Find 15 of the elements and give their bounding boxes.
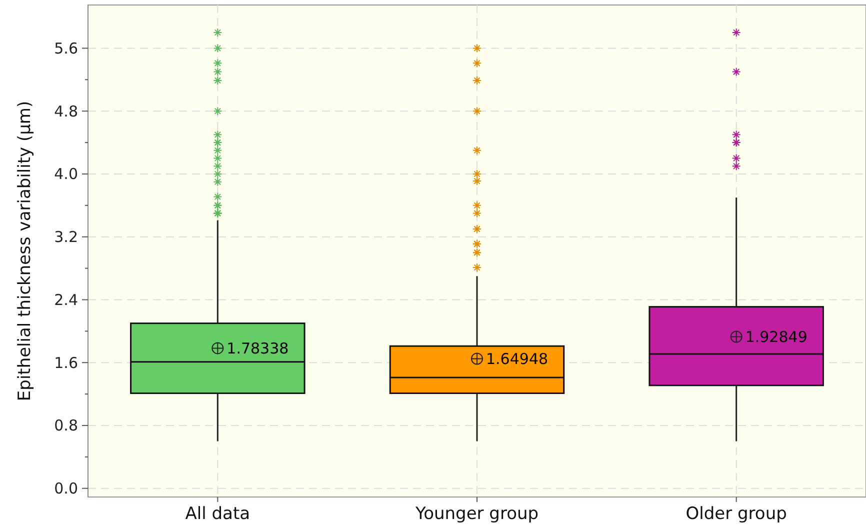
y-tick-label: 3.2 bbox=[54, 228, 78, 246]
y-tick-label: 0.8 bbox=[54, 416, 78, 435]
y-tick-label: 4.8 bbox=[54, 102, 78, 120]
x-tick-label: Younger group bbox=[414, 504, 539, 524]
annotation: 1.78338 bbox=[226, 339, 289, 358]
y-tick-label: 0.0 bbox=[54, 480, 78, 498]
y-tick-label: 2.4 bbox=[54, 290, 78, 309]
annotation: 1.92849 bbox=[745, 328, 808, 346]
x-tick-label: All data bbox=[185, 504, 250, 524]
y-tick-label: 4.0 bbox=[54, 165, 78, 184]
y-tick-label: 5.6 bbox=[54, 39, 78, 58]
y-tick-label: 1.6 bbox=[54, 354, 78, 372]
x-tick-label: Older group bbox=[686, 504, 787, 524]
annotation: 1.64948 bbox=[486, 350, 548, 368]
y-axis-title: Epithelial thickness variability (μm) bbox=[15, 100, 35, 402]
